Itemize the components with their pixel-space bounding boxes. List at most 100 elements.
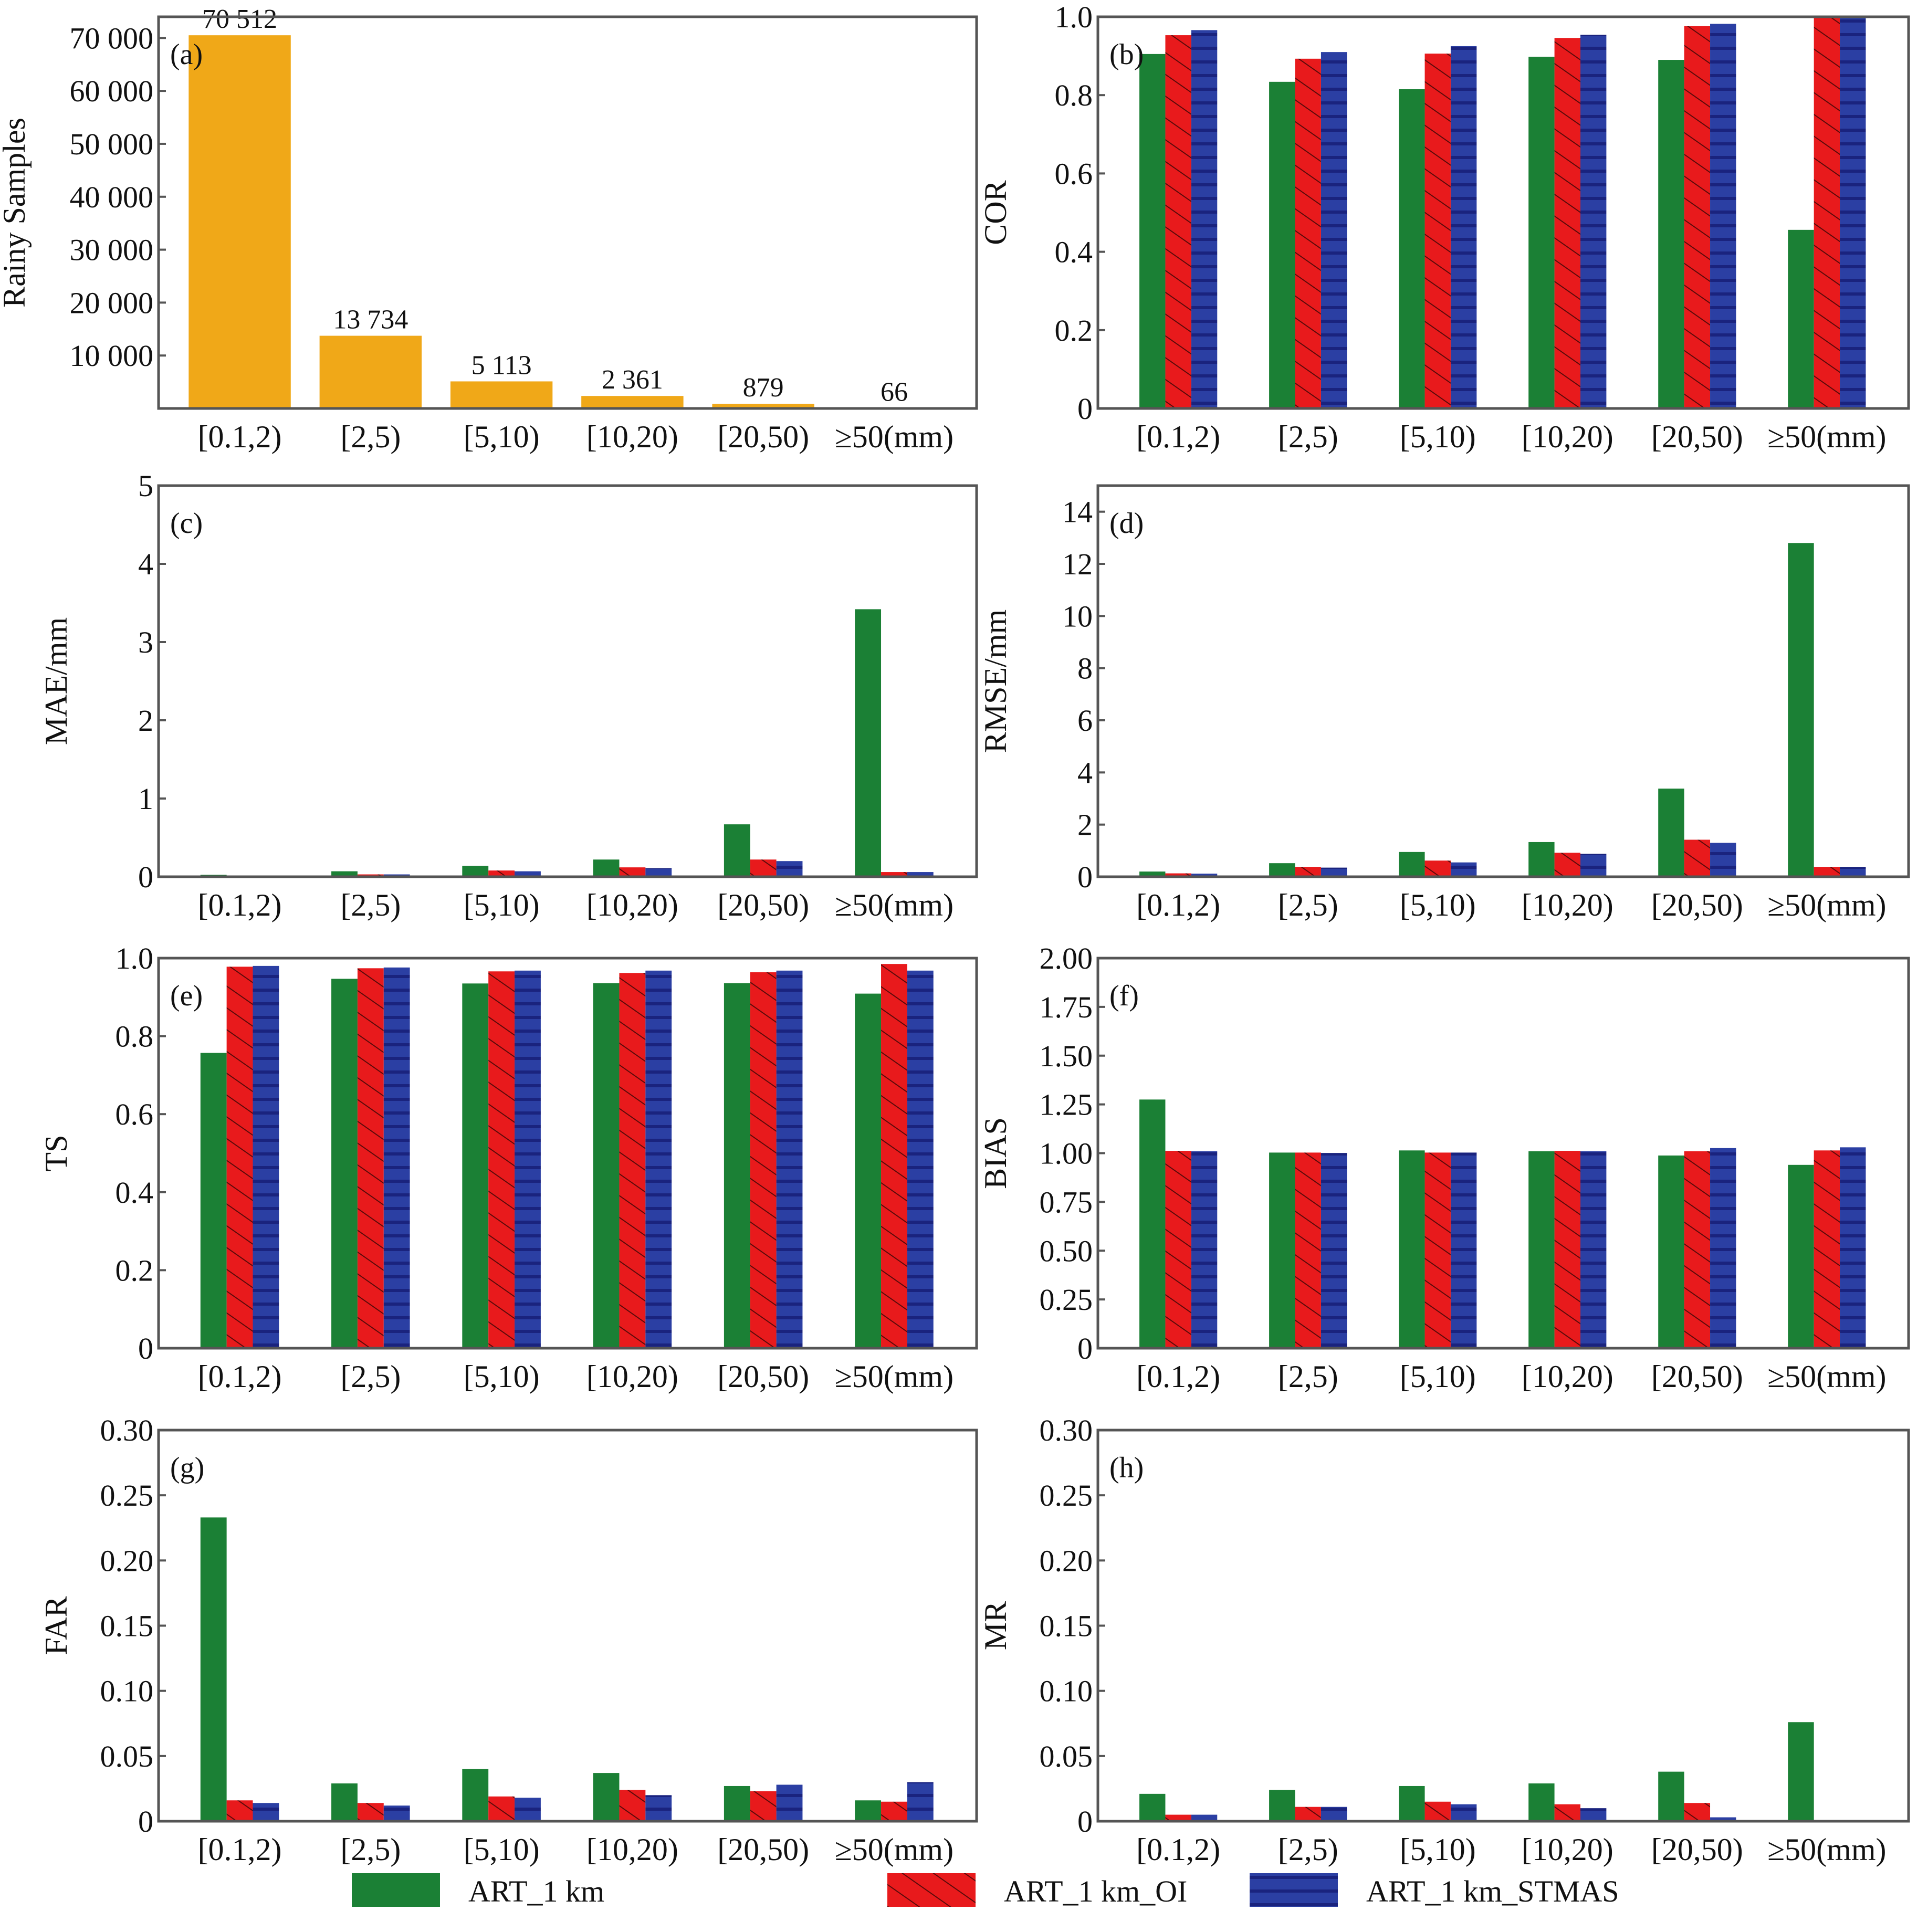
x-tick-label: [2,5): [1278, 888, 1338, 922]
bar-art-1-km-oi-4: [750, 972, 777, 1348]
bar-art-1-km-oi-4: [1684, 1803, 1711, 1821]
panel-tag: (f): [1109, 980, 1139, 1012]
legend-item: ART_1 km_OI: [887, 1873, 1187, 1908]
panel-tag: (c): [170, 507, 203, 540]
bar-art-1-km-stmas-2: [1450, 1804, 1477, 1821]
panel-tag: (g): [170, 1452, 204, 1484]
bar-art-1-km-oi-2: [1424, 1152, 1451, 1348]
x-tick-label: [5,10): [464, 888, 540, 922]
x-tick-label: [0.1,2): [1136, 1832, 1220, 1867]
bar-art-1-km-5: [1788, 1164, 1814, 1348]
bar-art-1-km-5: [1788, 229, 1814, 408]
bar-art-1-km-stmas-2: [515, 970, 541, 1348]
bar-art-1-km-stmas-4: [776, 1784, 803, 1821]
bar-art-1-km-stmas-1: [383, 1805, 410, 1821]
y-tick-label: 4: [1077, 755, 1093, 790]
y-tick-label: 0.30: [1040, 1413, 1093, 1447]
bar-art-1-km-stmas-1: [1321, 52, 1347, 408]
bar-art-1-km-1: [331, 871, 358, 877]
y-tick-label: 2: [138, 704, 153, 738]
y-tick-label: 0: [1077, 860, 1093, 894]
bar-art-1-km-2: [1399, 852, 1425, 877]
legend-label: ART_1 km_OI: [1004, 1874, 1187, 1908]
bar-art-1-km-5: [1788, 543, 1814, 877]
data-label: 66: [881, 377, 908, 407]
bar-art-1-km-0: [1139, 872, 1166, 877]
bar-art-1-km-oi-2: [1424, 54, 1451, 408]
y-tick-label: 4: [138, 547, 153, 581]
bar-art-1-km-stmas-0: [253, 965, 279, 1348]
bar-art-1-km-oi-3: [619, 1790, 646, 1821]
bar-art-1-km-2: [1399, 1150, 1425, 1348]
y-tick-label: 12: [1062, 547, 1093, 581]
y-tick-label: 0: [138, 1331, 153, 1366]
y-tick-label: 40 000: [70, 180, 154, 214]
y-axis-label: Rainy Samples: [0, 118, 32, 308]
x-tick-label: [2,5): [340, 419, 401, 454]
y-tick-label: 70 000: [70, 21, 154, 55]
bar-art-1-km-stmas-5: [907, 1782, 934, 1821]
x-tick-label: [20,50): [1651, 419, 1743, 454]
axes-frame: [1096, 1429, 1910, 1823]
bar-art-1-km-2: [462, 1769, 489, 1821]
y-axis-label: BIAS: [978, 1117, 1013, 1189]
y-tick-label: 0.2: [1055, 313, 1093, 348]
x-tick-label: [5,10): [1400, 1832, 1476, 1867]
bar-art-1-km-oi-0: [226, 1800, 253, 1821]
bar-1: [319, 335, 422, 408]
bar-art-1-km-stmas-0: [1191, 1151, 1218, 1348]
panel-tag: (h): [1109, 1452, 1144, 1484]
bar-art-1-km-oi-3: [1554, 1151, 1580, 1348]
bar-art-1-km-oi-3: [619, 973, 646, 1348]
x-tick-label: [0.1,2): [198, 1359, 282, 1394]
bar-art-1-km-stmas-4: [1710, 1148, 1736, 1348]
x-tick-label: ≥50(mm): [835, 1832, 953, 1867]
data-label: 70 512: [202, 4, 277, 34]
data-label: 5 113: [471, 350, 532, 380]
bar-art-1-km-4: [724, 1786, 750, 1821]
bar-art-1-km-stmas-4: [1710, 843, 1736, 877]
bar-art-1-km-oi-0: [1165, 873, 1191, 877]
y-tick-label: 0.20: [100, 1544, 154, 1578]
bar-art-1-km-oi-2: [488, 870, 515, 877]
y-tick-label: 0.05: [100, 1739, 154, 1773]
bar-art-1-km-5: [855, 993, 882, 1348]
bar-art-1-km-oi-2: [488, 971, 515, 1348]
bar-art-1-km-oi-1: [1295, 1152, 1321, 1348]
x-tick-label: [20,50): [1651, 1832, 1743, 1867]
bar-art-1-km-oi-3: [1554, 38, 1580, 408]
bar-art-1-km-oi-0: [226, 967, 253, 1348]
x-tick-label: [2,5): [1278, 1359, 1338, 1394]
y-tick-label: 0.30: [100, 1413, 154, 1447]
x-tick-label: [2,5): [1278, 1832, 1338, 1867]
axes-frame: [157, 957, 978, 1350]
y-tick-label: 1.0: [116, 941, 154, 975]
y-tick-label: 0: [1077, 392, 1093, 426]
x-tick-label: [0.1,2): [1136, 888, 1220, 922]
bar-art-1-km-stmas-4: [776, 970, 803, 1348]
bar-art-1-km-3: [1528, 1151, 1555, 1348]
panel-g: 0 0.05 0.10 0.15 0.20 0.25 0.30 [0.1,2) [2,5) [5,…: [39, 1413, 978, 1867]
bar-art-1-km-oi-3: [619, 867, 646, 877]
bar-art-1-km-oi-2: [1424, 860, 1451, 877]
y-tick-label: 20 000: [70, 286, 154, 320]
bar-2: [450, 381, 553, 408]
bar-art-1-km-stmas-4: [1710, 1817, 1736, 1821]
y-tick-label: 0.8: [116, 1020, 154, 1054]
panel-tag: (b): [1109, 38, 1144, 71]
x-tick-label: [10,20): [586, 1359, 678, 1394]
bar-art-1-km-3: [593, 859, 620, 877]
x-tick-label: ≥50(mm): [1767, 1359, 1886, 1394]
bar-art-1-km-0: [200, 1517, 227, 1821]
y-tick-label: 6: [1077, 704, 1093, 738]
x-tick-label: [0.1,2): [1136, 419, 1220, 454]
y-axis-label: COR: [978, 180, 1013, 245]
bar-3: [581, 396, 684, 408]
x-tick-label: [2,5): [340, 1359, 401, 1394]
legend-swatch: [352, 1873, 440, 1907]
x-tick-label: [20,50): [717, 888, 809, 922]
bar-art-1-km-3: [1528, 57, 1555, 409]
y-tick-label: 8: [1077, 652, 1093, 686]
x-tick-label: [5,10): [464, 419, 540, 454]
